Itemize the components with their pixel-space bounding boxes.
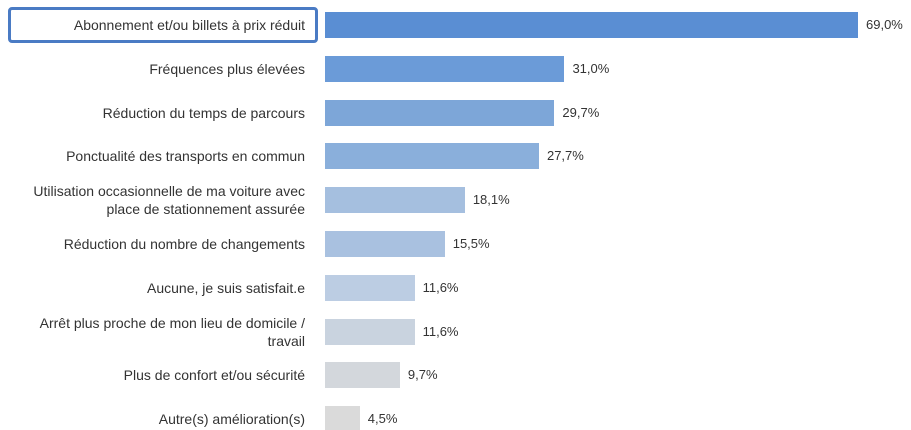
highlight-box [8,7,318,43]
bar [325,362,400,389]
category-label: Autre(s) amélioration(s) [5,399,305,430]
bar [325,12,858,38]
category-label: Réduction du nombre de changements [5,224,305,264]
category-label: Réduction du temps de parcours [5,93,305,133]
category-text: Fréquences plus élevées [149,60,305,77]
category-label: Plus de confort et/ou sécurité [5,355,305,395]
value-label: 9,7% [407,367,438,383]
category-label: Ponctualité des transports en commun [5,136,305,176]
category-label: Utilisation occasionnelle de ma voiture … [5,180,305,220]
value-label: 4,5% [367,411,398,427]
category-text: Utilisation occasionnelle de ma voiture … [33,183,305,218]
value-label: 15,5% [452,236,490,251]
bar [325,187,465,214]
bar [325,231,445,257]
category-label: Aucune, je suis satisfait.e [5,268,305,308]
value-label: 27,7% [546,148,584,164]
category-text: Ponctualité des transports en commun [66,148,305,165]
value-label: 69,0% [866,17,903,32]
category-text: Réduction du temps de parcours [102,104,305,121]
category-label: Abonnement et/ou billets à prix réduit [5,5,305,45]
category-text: Arrêt plus proche de mon lieu de domicil… [39,314,305,349]
value-label: 11,6% [422,279,459,295]
category-text: Plus de confort et/ou sécurité [123,367,305,384]
value-label: 31,0% [572,60,610,76]
bar [325,143,539,170]
category-label: Fréquences plus élevées [5,49,305,89]
value-label: 29,7% [562,104,600,120]
category-label: Arrêt plus proche de mon lieu de domicil… [5,312,305,352]
bar [325,99,555,126]
value-label: 18,1% [472,192,510,208]
bar [325,318,415,345]
bar [325,55,565,82]
category-text: Abonnement et/ou billets à prix réduit [73,17,305,33]
category-text: Réduction du nombre de changements [63,236,305,252]
bar [325,406,360,430]
bar [325,274,415,301]
value-label: 11,6% [422,323,459,339]
category-text: Aucune, je suis satisfait.e [147,279,305,296]
category-text: Autre(s) amélioration(s) [158,411,305,428]
